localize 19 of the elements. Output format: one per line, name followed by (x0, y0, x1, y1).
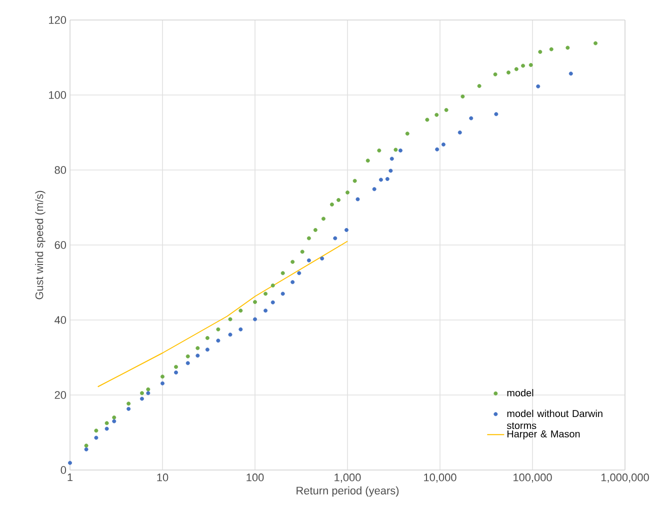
legend-label: model without Darwin storms (506, 410, 602, 430)
x-tick-label: 100,000 (514, 474, 552, 483)
x-tick-label: 1,000 (334, 474, 361, 483)
y-tick-label: 0 (60, 466, 66, 474)
legend-label: Harper & Mason (507, 430, 580, 440)
y-tick-label: 120 (49, 16, 66, 24)
x-tick-label: 1 (68, 474, 73, 482)
x-tick-label: 10 (157, 474, 168, 482)
y-tick-label: 40 (54, 316, 66, 324)
legend-label: model (507, 389, 534, 396)
y-axis-title: Gust wind speed (m/s) (35, 190, 46, 300)
y-tick-label: 60 (54, 241, 66, 249)
x-axis-title: Return period (years) (296, 486, 399, 497)
x-tick-label: 1,000,000 (601, 474, 649, 483)
x-tick-label: 100 (246, 474, 264, 482)
y-tick-label: 20 (54, 391, 66, 399)
y-tick-label: 80 (54, 166, 66, 174)
y-tick-label: 100 (49, 91, 66, 99)
x-tick-label: 10,000 (424, 474, 456, 483)
